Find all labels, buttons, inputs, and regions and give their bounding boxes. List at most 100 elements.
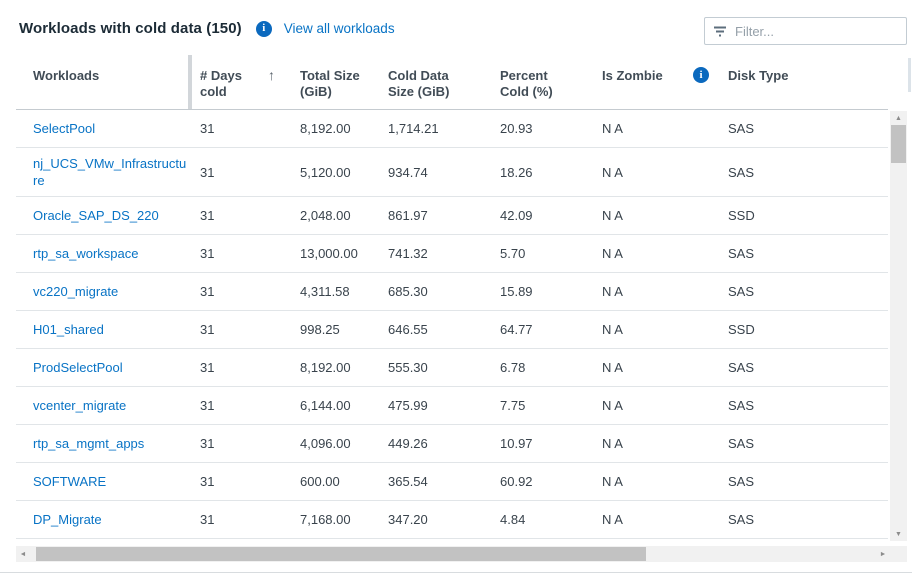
total-size-cell: 998.25: [300, 322, 340, 337]
filter-input-wrapper: [704, 17, 907, 45]
is-zombie-cell: N A: [602, 474, 623, 489]
is-zombie-cell: N A: [602, 322, 623, 337]
column-header-total-size[interactable]: Total Size (GiB): [300, 68, 360, 99]
column-header-days-cold[interactable]: # Days cold ↑: [200, 67, 275, 100]
workload-name-cell: nj_UCS_VMw_Infrastructure: [33, 155, 200, 189]
horizontal-scrollbar-thumb[interactable]: [36, 547, 646, 561]
cold-data-size-cell: 934.74: [388, 164, 428, 180]
workload-name-cell: DP_Migrate: [33, 511, 200, 528]
sort-ascending-icon[interactable]: ↑: [268, 67, 275, 83]
total-size-cell: 2,048.00: [300, 208, 351, 223]
workload-link[interactable]: Oracle_SAP_DS_220: [33, 208, 159, 223]
percent-cold-cell: 4.84: [500, 512, 526, 527]
percent-cold-cell: 18.26: [500, 164, 533, 180]
disk-type-cell: SSD: [728, 208, 755, 223]
disk-type-cell: SAS: [728, 398, 755, 413]
column-header-cold-data-size[interactable]: Cold Data Size (GiB): [388, 68, 450, 99]
percent-cold-cell: 20.93: [500, 121, 533, 136]
days-cold-cell: 31: [200, 398, 215, 413]
cold-data-size-cell: 449.26: [388, 436, 428, 451]
workload-link[interactable]: SOFTWARE: [33, 474, 107, 489]
column-resize-divider[interactable]: [188, 55, 192, 109]
column-header-percent-cold[interactable]: Percent Cold (%): [500, 68, 553, 99]
percent-cold-cell: 15.89: [500, 284, 533, 299]
disk-type-cell: SAS: [728, 246, 755, 261]
title-info-icon[interactable]: i: [255, 20, 272, 37]
workload-link[interactable]: vcenter_migrate: [33, 398, 127, 413]
table-row: DP_Migrate 31 7,168.00 347.20 4.84 N A S…: [16, 501, 888, 539]
scrollbar-corner: [890, 546, 907, 562]
is-zombie-cell: N A: [602, 284, 623, 299]
workload-name-cell: SelectPool: [33, 120, 200, 137]
disk-type-cell: SSD: [728, 322, 755, 337]
table-row: vc220_migrate 31 4,311.58 685.30 15.89 N…: [16, 273, 888, 311]
percent-cold-cell: 64.77: [500, 322, 533, 337]
is-zombie-info-icon[interactable]: i: [693, 67, 709, 83]
total-size-cell: 7,168.00: [300, 512, 351, 527]
workload-link[interactable]: ProdSelectPool: [33, 360, 123, 375]
workload-link[interactable]: vc220_migrate: [33, 284, 119, 299]
total-size-cell: 8,192.00: [300, 360, 351, 375]
is-zombie-cell: N A: [602, 121, 623, 136]
total-size-cell: 5,120.00: [300, 164, 351, 180]
workload-link[interactable]: rtp_sa_mgmt_apps: [33, 436, 145, 451]
cold-data-size-cell: 646.55: [388, 322, 428, 337]
disk-type-cell: SAS: [728, 436, 755, 451]
table-header-row: Workloads # Days cold ↑ Total Size (GiB)…: [16, 55, 888, 110]
total-size-cell: 8,192.00: [300, 121, 351, 136]
vertical-scrollbar-thumb[interactable]: [891, 125, 906, 163]
percent-cold-cell: 5.70: [500, 246, 526, 261]
days-cold-cell: 31: [200, 164, 215, 180]
is-zombie-cell: N A: [602, 208, 623, 223]
column-header-disk-type[interactable]: Disk Type: [728, 68, 789, 83]
total-size-cell: 6,144.00: [300, 398, 351, 413]
scroll-left-arrow-icon[interactable]: ◄: [19, 550, 27, 558]
table-row: SOFTWARE 31 600.00 365.54 60.92 N A SAS: [16, 463, 888, 501]
scroll-down-arrow-icon[interactable]: ▼: [895, 530, 902, 538]
workload-name-cell: rtp_sa_workspace: [33, 245, 200, 262]
cold-data-size-cell: 475.99: [388, 398, 428, 413]
view-all-workloads-link[interactable]: View all workloads: [283, 21, 395, 36]
cold-data-size-cell: 1,714.21: [388, 121, 439, 136]
vertical-scrollbar[interactable]: ▲ ▼: [890, 111, 907, 541]
workload-name-cell: vc220_migrate: [33, 283, 200, 300]
disk-type-cell: SAS: [728, 284, 755, 299]
cold-data-size-cell: 365.54: [388, 474, 428, 489]
horizontal-scrollbar[interactable]: ◄ ►: [16, 546, 890, 562]
percent-cold-cell: 10.97: [500, 436, 533, 451]
workload-link[interactable]: DP_Migrate: [33, 512, 102, 527]
total-size-cell: 600.00: [300, 474, 340, 489]
workload-name-cell: ProdSelectPool: [33, 359, 200, 376]
page-title: Workloads with cold data (150): [19, 20, 242, 37]
disk-type-cell: SAS: [728, 360, 755, 375]
workload-name-cell: SOFTWARE: [33, 473, 200, 490]
days-cold-cell: 31: [200, 436, 215, 451]
cold-data-size-cell: 685.30: [388, 284, 428, 299]
workload-link[interactable]: H01_shared: [33, 322, 104, 337]
disk-type-cell: SAS: [728, 474, 755, 489]
is-zombie-cell: N A: [602, 360, 623, 375]
disk-type-cell: SAS: [728, 164, 755, 180]
column-header-is-zombie[interactable]: Is Zombie i: [602, 55, 728, 84]
workload-link[interactable]: SelectPool: [33, 121, 96, 136]
filter-input[interactable]: [735, 23, 898, 39]
table-row: SelectPool 31 8,192.00 1,714.21 20.93 N …: [16, 110, 888, 148]
table-row: rtp_sa_mgmt_apps 31 4,096.00 449.26 10.9…: [16, 425, 888, 463]
cold-data-size-cell: 555.30: [388, 360, 428, 375]
workload-link[interactable]: nj_UCS_VMw_Infrastructure: [33, 156, 187, 188]
table-row: H01_shared 31 998.25 646.55 64.77 N A SS…: [16, 311, 888, 349]
days-cold-cell: 31: [200, 512, 215, 527]
widget-title-row: Workloads with cold data (150) i View al…: [19, 20, 395, 37]
total-size-cell: 13,000.00: [300, 246, 358, 261]
scroll-up-arrow-icon[interactable]: ▲: [895, 114, 902, 122]
scroll-right-arrow-icon[interactable]: ►: [879, 550, 887, 558]
workload-link[interactable]: rtp_sa_workspace: [33, 246, 139, 261]
days-cold-cell: 31: [200, 208, 215, 223]
filter-icon: [714, 26, 726, 37]
total-size-cell: 4,311.58: [300, 284, 350, 299]
disk-type-cell: SAS: [728, 512, 755, 527]
column-header-workloads[interactable]: Workloads: [33, 68, 100, 83]
workload-name-cell: rtp_sa_mgmt_apps: [33, 435, 200, 452]
percent-cold-cell: 7.75: [500, 398, 526, 413]
is-zombie-cell: N A: [602, 436, 623, 451]
